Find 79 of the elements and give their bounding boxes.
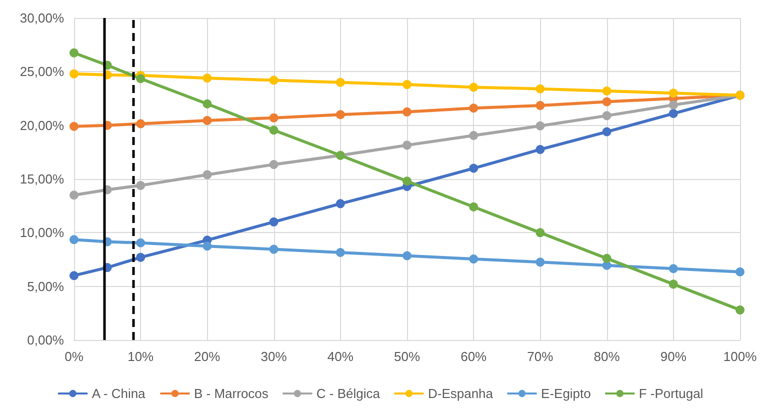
point	[602, 127, 612, 136]
point	[668, 109, 678, 118]
point	[70, 235, 78, 244]
legend-label: D-Espanha	[428, 386, 494, 401]
point	[269, 244, 278, 254]
point	[536, 144, 545, 154]
x-tick-label: 70%	[527, 349, 554, 364]
point	[668, 264, 678, 274]
point	[269, 113, 278, 122]
point	[469, 82, 478, 92]
point	[668, 100, 678, 110]
point	[136, 238, 146, 248]
legend-label: B - Marrocos	[194, 386, 269, 401]
point	[269, 160, 278, 170]
point	[402, 176, 412, 186]
point	[469, 104, 478, 113]
x-tick-label: 10%	[128, 349, 154, 364]
point	[269, 76, 278, 85]
legend-label: A - China	[92, 386, 146, 401]
point	[70, 122, 78, 131]
point	[202, 242, 212, 251]
point	[402, 107, 412, 116]
point	[536, 258, 545, 267]
point	[736, 267, 744, 276]
point	[70, 48, 78, 58]
point	[536, 100, 545, 110]
point	[136, 180, 146, 190]
point	[602, 86, 612, 96]
point	[602, 97, 612, 106]
point	[536, 121, 545, 130]
x-tick-label: 80%	[594, 349, 620, 364]
y-tick-label: 15,00%	[20, 172, 64, 186]
x-tick-label: 20%	[194, 349, 221, 364]
legend-label: E-Egipto	[541, 386, 591, 401]
point	[602, 254, 612, 263]
x-tick-label: 30%	[260, 349, 288, 364]
point	[70, 190, 78, 200]
point	[668, 88, 678, 98]
point	[136, 74, 146, 84]
point	[336, 199, 345, 208]
point	[402, 80, 412, 90]
point	[602, 111, 612, 120]
point	[668, 280, 678, 289]
point	[70, 69, 78, 78]
y-tick-label: 30,00%	[20, 10, 64, 26]
x-tick-label: 60%	[460, 349, 488, 364]
point	[736, 305, 744, 314]
x-tick-label: 90%	[660, 349, 687, 364]
y-tick-label: 5,00%	[27, 278, 64, 294]
legend-label: F -Portugal	[638, 386, 704, 401]
y-tick-label: 20,00%	[20, 118, 64, 133]
x-tick-label: 100%	[723, 349, 758, 364]
point	[202, 74, 212, 83]
point	[70, 271, 78, 280]
y-tick-label: 25,00%	[20, 64, 64, 80]
point	[469, 164, 478, 173]
point	[136, 252, 146, 262]
point	[536, 84, 545, 94]
point	[269, 217, 278, 226]
point	[536, 228, 545, 238]
x-tick-label: 40%	[327, 349, 354, 364]
legend-label: C - Bélgica	[316, 386, 381, 401]
point	[469, 254, 478, 264]
point	[336, 248, 345, 258]
point	[402, 251, 412, 260]
y-tick-label: 0,00%	[27, 332, 64, 348]
y-tick-label: 10,00%	[20, 225, 64, 240]
point	[469, 202, 478, 212]
point	[336, 78, 345, 87]
point	[269, 126, 278, 135]
point	[402, 140, 412, 150]
point	[202, 99, 212, 108]
x-tick-label: 50%	[394, 349, 420, 364]
point	[136, 119, 146, 128]
point	[202, 116, 212, 125]
point	[336, 110, 345, 120]
point	[469, 131, 478, 140]
x-tick-label: 0%	[64, 349, 84, 364]
point	[202, 170, 212, 180]
